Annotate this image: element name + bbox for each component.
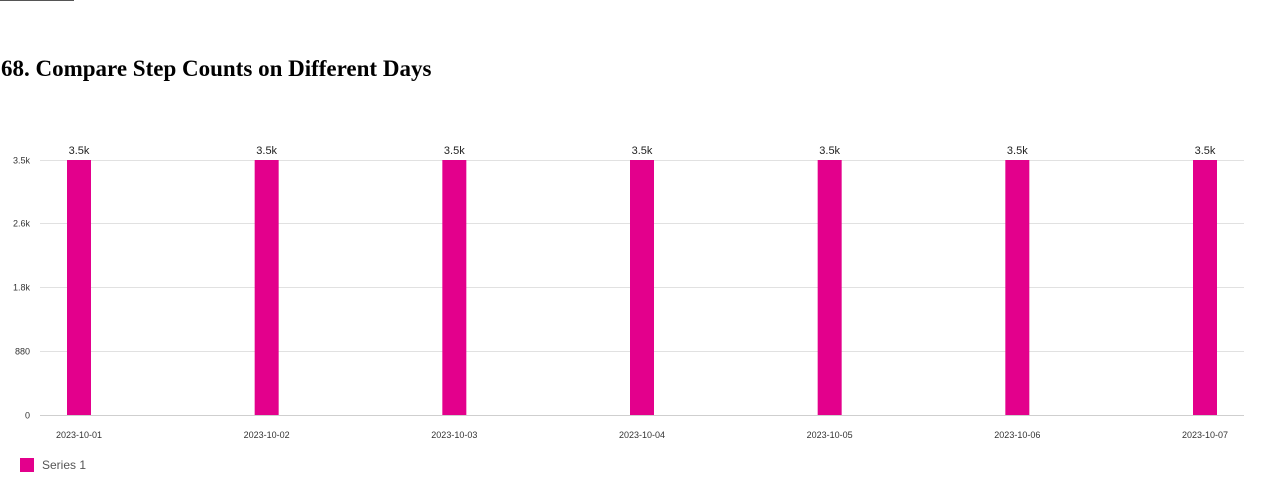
y-tick-label: 3.5k <box>13 156 31 166</box>
data-labels: 3.5k 3.5k 3.5k 3.5k 3.5k 3.5k 3.5k <box>69 145 1216 157</box>
x-tick-label: 2023-10-04 <box>619 430 665 440</box>
top-divider <box>0 0 74 1</box>
y-tick-label: 2.6k <box>13 219 31 229</box>
x-tick-label: 2023-10-02 <box>244 430 290 440</box>
x-axis: 2023-10-01 2023-10-02 2023-10-03 2023-10-04… <box>56 430 1228 440</box>
bar-data-label: 3.5k <box>1195 145 1216 157</box>
bar <box>1193 160 1217 415</box>
bar <box>817 160 842 415</box>
y-tick-label: 880 <box>15 347 30 357</box>
y-tick-label: 1.8k <box>13 283 31 293</box>
x-tick-label: 2023-10-01 <box>56 430 102 440</box>
legend-swatch-series-1 <box>20 458 34 472</box>
x-tick-label: 2023-10-07 <box>1182 430 1228 440</box>
bar <box>630 160 654 415</box>
bar-data-label: 3.5k <box>69 145 90 157</box>
bar <box>67 160 91 415</box>
x-tick-label: 2023-10-05 <box>807 430 853 440</box>
bar <box>1005 160 1030 415</box>
y-tick-label: 0 <box>25 411 30 421</box>
bar-data-label: 3.5k <box>1007 145 1028 157</box>
legend[interactable]: Series 1 <box>20 458 86 472</box>
bar-data-label: 3.5k <box>819 145 840 157</box>
page-title: 68. Compare Step Counts on Different Day… <box>1 56 432 81</box>
bar-data-label: 3.5k <box>444 145 465 157</box>
bar-data-label: 3.5k <box>256 145 277 157</box>
x-tick-label: 2023-10-03 <box>431 430 477 440</box>
bar <box>254 160 279 415</box>
x-tick-label: 2023-10-06 <box>994 430 1040 440</box>
y-axis: 0 880 1.8k 2.6k 3.5k <box>13 156 31 421</box>
bar <box>442 160 467 415</box>
bars <box>67 160 1217 415</box>
legend-label-series-1: Series 1 <box>42 458 87 472</box>
bar-data-label: 3.5k <box>632 145 653 157</box>
